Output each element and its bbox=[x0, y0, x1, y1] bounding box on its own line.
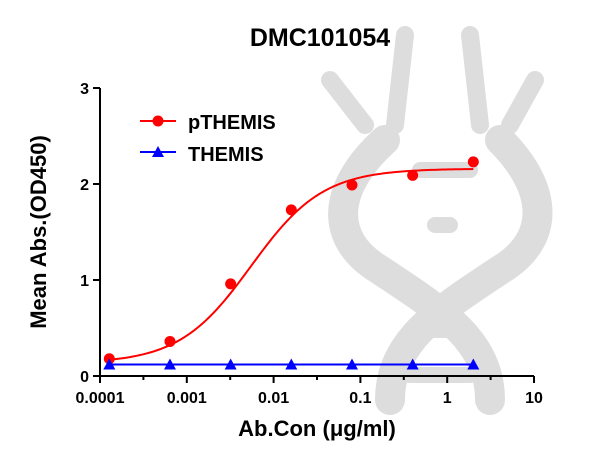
y-tick-label: 3 bbox=[80, 81, 89, 98]
x-tick-label: 10 bbox=[525, 390, 543, 407]
pthemis-point bbox=[225, 278, 237, 290]
legend-item-themis: THEMIS bbox=[140, 144, 264, 166]
pthemis-point bbox=[285, 204, 297, 216]
themis-point bbox=[345, 358, 358, 370]
data-points bbox=[103, 156, 480, 370]
legend-marker-pthemis bbox=[152, 115, 164, 127]
themis-point bbox=[224, 358, 237, 370]
pthemis-point bbox=[467, 156, 479, 168]
x-axis-label: Ab.Con (μg/ml) bbox=[238, 416, 396, 441]
x-tick-label: 0.0001 bbox=[76, 390, 125, 407]
dna-watermark-icon bbox=[321, 26, 553, 415]
y-tick-label: 2 bbox=[80, 177, 89, 194]
plot-area: 0 1 2 3 0.0001 0.001 0.01 0.1 1 10 bbox=[76, 81, 543, 407]
pthemis-point bbox=[164, 335, 176, 347]
x-ticks: 0.0001 0.001 0.01 0.1 1 10 bbox=[76, 376, 543, 407]
themis-point bbox=[406, 358, 419, 370]
legend: pTHEMIS THEMIS bbox=[140, 112, 276, 166]
pthemis-point bbox=[407, 169, 419, 181]
x-tick-label: 0.1 bbox=[349, 390, 371, 407]
chart-title: DMC101054 bbox=[250, 24, 390, 52]
legend-label-pthemis: pTHEMIS bbox=[188, 112, 276, 134]
x-tick-label: 0.01 bbox=[258, 390, 289, 407]
themis-point bbox=[285, 358, 298, 370]
themis-point bbox=[163, 358, 176, 370]
x-tick-label: 0.001 bbox=[167, 390, 207, 407]
themis-point bbox=[467, 358, 480, 370]
y-tick-label: 1 bbox=[80, 273, 89, 290]
legend-label-themis: THEMIS bbox=[188, 144, 264, 166]
legend-item-pthemis: pTHEMIS bbox=[140, 112, 276, 134]
y-ticks: 0 1 2 3 bbox=[80, 81, 100, 386]
pthemis-point bbox=[346, 179, 358, 191]
legend-marker-themis bbox=[152, 146, 164, 157]
y-axis-label: Mean Abs.(OD450) bbox=[26, 135, 51, 329]
y-tick-label: 0 bbox=[80, 369, 89, 386]
themis-point bbox=[103, 358, 116, 370]
x-tick-label: 1 bbox=[443, 390, 452, 407]
